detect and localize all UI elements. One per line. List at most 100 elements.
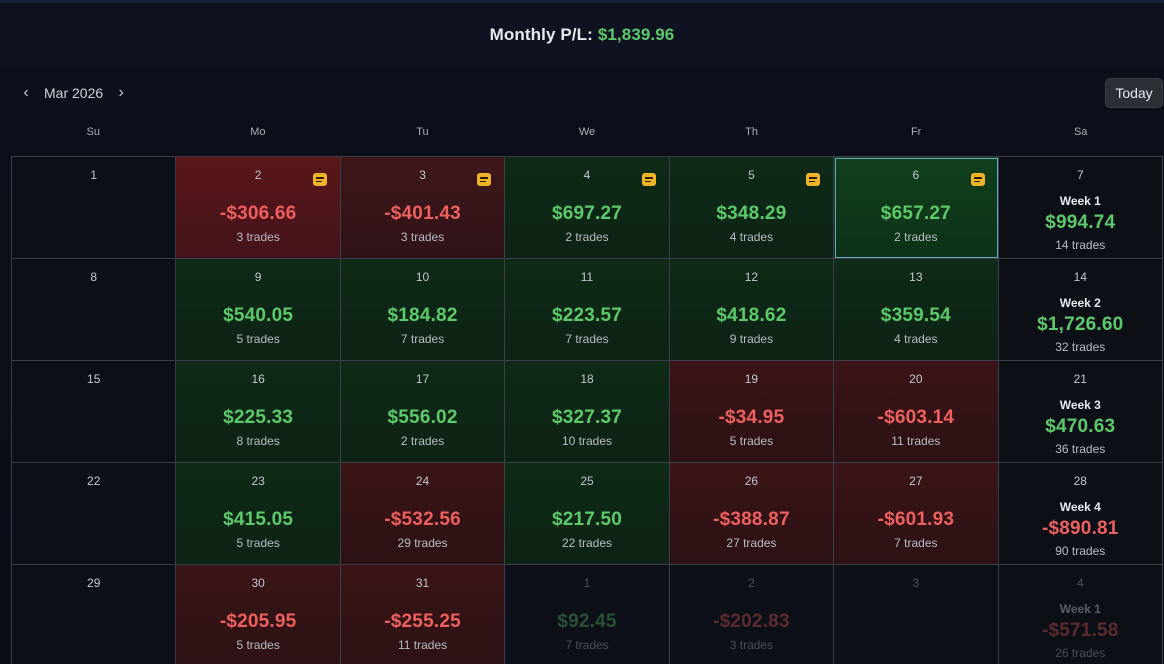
week-label: Week 1 [1059, 194, 1101, 208]
monthly-pl-title: Monthly P/L: $1,839.96 [490, 25, 675, 45]
day-number: 27 [909, 474, 923, 488]
day-cell[interactable]: 26 -$388.87 27 trades [669, 463, 835, 565]
day-pl-value: $223.57 [551, 305, 623, 326]
day-number: 2 [254, 168, 262, 182]
day-number: 1 [90, 168, 98, 182]
day-number: 15 [87, 372, 101, 386]
day-pl-value: $657.27 [880, 203, 951, 224]
day-trade-count: 7 trades [894, 536, 938, 550]
day-pl-value: $418.62 [716, 305, 787, 326]
day-number: 11 [580, 270, 594, 284]
day-pl-value: -$532.56 [384, 509, 461, 530]
week-pl-value: $470.63 [1045, 416, 1116, 437]
day-trade-count: 5 trades [236, 536, 280, 550]
day-cell[interactable]: 6 $657.27 2 trades [834, 157, 999, 259]
day-cell[interactable]: 11 $223.57 7 trades [505, 259, 670, 361]
week-summary-cell[interactable]: 28 Week 4 -$890.81 90 trades [998, 463, 1163, 565]
day-trade-count: 11 trades [891, 434, 941, 448]
day-pl-value: $359.54 [880, 305, 951, 326]
day-pl-value: $92.45 [557, 611, 617, 632]
day-number: 10 [415, 270, 430, 284]
day-trade-count: 27 trades [726, 536, 777, 550]
day-cell[interactable]: 19 -$34.95 5 trades [669, 361, 835, 463]
day-cell[interactable]: 30 -$205.95 5 trades [176, 565, 341, 664]
day-cell[interactable]: 2 -$202.83 3 trades [669, 565, 835, 664]
day-number: 12 [744, 270, 759, 284]
day-number: 22 [87, 474, 101, 488]
calendar-grid: 1 2 -$306.66 3 trades 3 -$401.43 3 trades 4 $697… [11, 156, 1163, 664]
day-cell[interactable]: 5 $348.29 4 trades [669, 157, 835, 259]
day-cell[interactable]: 24 -$532.56 29 trades [340, 463, 506, 565]
day-cell[interactable]: 15 [12, 361, 177, 463]
week-label: Week 4 [1059, 500, 1101, 514]
today-button[interactable]: Today [1105, 78, 1163, 108]
week-trade-count: 90 trades [1055, 544, 1106, 558]
day-cell[interactable]: 1 $92.45 7 trades [505, 565, 670, 664]
day-cell[interactable]: 9 $540.05 5 trades [176, 259, 341, 361]
day-pl-value: -$202.83 [713, 611, 790, 632]
day-pl-value: $327.37 [551, 407, 623, 428]
note-icon[interactable] [641, 173, 656, 186]
day-cell[interactable]: 1 [12, 157, 177, 259]
day-pl-value: -$306.66 [219, 203, 297, 224]
week-summary-cell[interactable]: 14 Week 2 $1,726.60 32 trades [998, 259, 1163, 361]
day-number: 16 [251, 372, 265, 386]
day-pl-value: -$603.14 [877, 407, 955, 428]
day-number: 26 [744, 474, 759, 488]
day-cell[interactable]: 13 $359.54 4 trades [834, 259, 999, 361]
weekday-friday: Fr [910, 126, 922, 138]
day-cell[interactable]: 4 $697.27 2 trades [505, 157, 670, 259]
day-trade-count: 2 trades [400, 434, 445, 448]
day-cell[interactable]: 16 $225.33 8 trades [176, 361, 341, 463]
day-number: 5 [748, 168, 755, 182]
note-icon[interactable] [312, 173, 327, 186]
day-pl-value: $415.05 [223, 509, 294, 530]
note-icon[interactable] [806, 173, 821, 186]
week-pl-value: $994.74 [1045, 212, 1116, 233]
day-cell[interactable]: 29 [12, 565, 177, 664]
day-cell[interactable]: 18 $327.37 10 trades [505, 361, 670, 463]
week-label: Week 1 [1059, 602, 1101, 616]
note-icon[interactable] [477, 173, 492, 186]
day-number: 13 [909, 270, 923, 284]
day-cell[interactable]: 31 -$255.25 11 trades [340, 565, 506, 664]
day-cell[interactable]: 25 $217.50 22 trades [505, 463, 670, 565]
day-trade-count: 29 trades [397, 536, 448, 550]
next-month-button[interactable]: › [107, 80, 135, 106]
day-cell[interactable]: 2 -$306.66 3 trades [176, 157, 341, 259]
day-cell[interactable]: 12 $418.62 9 trades [669, 259, 835, 361]
day-number: 23 [251, 474, 265, 488]
day-cell[interactable]: 8 [12, 259, 177, 361]
day-cell[interactable]: 20 -$603.14 11 trades [834, 361, 999, 463]
day-number: 7 [1076, 168, 1084, 182]
day-cell[interactable]: 22 [12, 463, 177, 565]
day-number: 20 [909, 372, 923, 386]
note-icon[interactable] [970, 173, 985, 186]
day-trade-count: 2 trades [894, 230, 938, 244]
month-navigation: ‹ Mar 2026 › [12, 80, 135, 106]
week-summary-cell[interactable]: 4 Week 1 -$571.58 26 trades [998, 565, 1163, 664]
prev-month-button[interactable]: ‹ [12, 80, 40, 106]
day-trade-count: 8 trades [236, 434, 280, 448]
day-cell[interactable]: 17 $556.02 2 trades [340, 361, 506, 463]
day-number: 29 [87, 576, 101, 590]
day-trade-count: 4 trades [894, 332, 938, 346]
day-cell[interactable]: 10 $184.82 7 trades [340, 259, 506, 361]
chevron-left-icon: ‹ [23, 84, 29, 101]
day-cell[interactable]: 3 -$401.43 3 trades [340, 157, 506, 259]
week-trade-count: 26 trades [1055, 646, 1106, 660]
day-pl-value: $540.05 [223, 305, 294, 326]
day-number: 2 [748, 576, 755, 590]
chevron-right-icon: › [118, 84, 124, 101]
top-accent-line [0, 0, 1164, 3]
day-number: 31 [415, 576, 430, 590]
day-cell[interactable]: 3 [834, 565, 999, 664]
monthly-pl-value: $1,839.96 [597, 25, 675, 44]
day-number: 8 [90, 270, 98, 284]
day-pl-value: $348.29 [716, 203, 787, 224]
day-cell[interactable]: 27 -$601.93 7 trades [834, 463, 999, 565]
day-cell[interactable]: 23 $415.05 5 trades [176, 463, 341, 565]
week-summary-cell[interactable]: 7 Week 1 $994.74 14 trades [998, 157, 1163, 259]
week-summary-cell[interactable]: 21 Week 3 $470.63 36 trades [998, 361, 1163, 463]
